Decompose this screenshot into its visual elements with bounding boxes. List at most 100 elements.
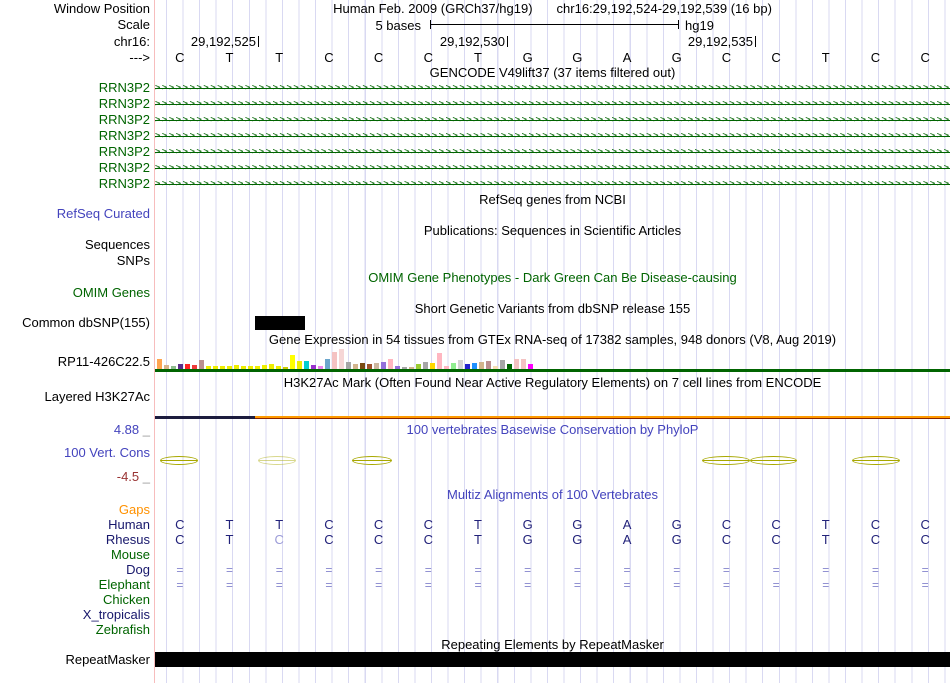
gtex-tissue-bar[interactable]	[360, 363, 365, 369]
gtex-tissue-bar[interactable]	[444, 366, 449, 369]
species-label-x_tropicalis[interactable]: X_tropicalis	[82, 607, 150, 622]
omim-genes-label[interactable]: OMIM Genes	[72, 285, 150, 300]
gtex-tissue-bar[interactable]	[269, 364, 274, 369]
gtex-tissue-bar[interactable]	[500, 360, 505, 369]
gene-exon-arrows[interactable]: >>>>>>>>>>>>>>>>>>>>>>>>>>>>>>>>>>>>>>>>…	[155, 178, 950, 191]
gtex-tissue-bar[interactable]	[423, 362, 428, 369]
h3k27ac-track-title: H3K27Ac Mark (Often Found Near Active Re…	[283, 375, 822, 390]
gtex-tissue-bar[interactable]	[185, 364, 190, 369]
gtex-tissue-bar[interactable]	[325, 359, 330, 369]
gtex-tissue-bar[interactable]	[311, 365, 316, 369]
gtex-tissue-bar[interactable]	[192, 365, 197, 369]
alignment-row-dog: = = = = = = = = = = = = = = = =	[155, 563, 950, 577]
gtex-tissue-bar[interactable]	[332, 352, 337, 369]
gtex-gene-label[interactable]: RP11-426C22.5	[57, 354, 150, 369]
refseq-curated-label[interactable]: RefSeq Curated	[56, 206, 150, 221]
gtex-tissue-bar[interactable]	[472, 363, 477, 369]
gtex-tissue-bar[interactable]	[528, 364, 533, 369]
gtex-tissue-bar[interactable]	[276, 366, 281, 369]
gtex-tissue-bar[interactable]	[283, 367, 288, 369]
gene-label[interactable]: RRN3P2	[98, 96, 150, 111]
gene-exon-arrows[interactable]: >>>>>>>>>>>>>>>>>>>>>>>>>>>>>>>>>>>>>>>>…	[155, 82, 950, 95]
gene-label[interactable]: RRN3P2	[98, 176, 150, 191]
gtex-tissue-bar[interactable]	[374, 363, 379, 369]
repeatmasker-label[interactable]: RepeatMasker	[65, 652, 150, 667]
gtex-tissue-bar[interactable]	[353, 364, 358, 369]
species-label-human[interactable]: Human	[108, 517, 150, 532]
species-label-rhesus[interactable]: Rhesus	[105, 532, 150, 547]
gtex-tissue-bar[interactable]	[381, 362, 386, 369]
gene-exon-arrows[interactable]: >>>>>>>>>>>>>>>>>>>>>>>>>>>>>>>>>>>>>>>>…	[155, 162, 950, 175]
gtex-tissue-bar[interactable]	[402, 367, 407, 369]
alignment-identity-mark: =	[772, 563, 780, 577]
gtex-tissue-bar[interactable]	[430, 363, 435, 369]
repeatmasker-element-bar[interactable]	[155, 652, 950, 667]
gtex-tissue-bar[interactable]	[304, 361, 309, 369]
gene-label[interactable]: RRN3P2	[98, 160, 150, 175]
species-label-chicken[interactable]: Chicken	[103, 592, 150, 607]
gtex-tissue-bar[interactable]	[255, 366, 260, 369]
gtex-tissue-bar[interactable]	[206, 366, 211, 369]
gene-exon-arrows[interactable]: >>>>>>>>>>>>>>>>>>>>>>>>>>>>>>>>>>>>>>>>…	[155, 114, 950, 127]
gtex-tissue-bar[interactable]	[451, 363, 456, 369]
gtex-tissue-bar[interactable]	[437, 353, 442, 369]
gtex-expression-bars[interactable]	[155, 345, 950, 369]
gtex-tissue-bar[interactable]	[493, 366, 498, 369]
species-label-mouse[interactable]: Mouse	[110, 547, 150, 562]
gene-exon-arrows[interactable]: >>>>>>>>>>>>>>>>>>>>>>>>>>>>>>>>>>>>>>>>…	[155, 130, 950, 143]
scale-ruler	[430, 20, 679, 29]
gtex-tissue-bar[interactable]	[178, 364, 183, 369]
coordinate-tick	[755, 36, 756, 47]
gene-label[interactable]: RRN3P2	[98, 80, 150, 95]
gtex-tissue-bar[interactable]	[248, 366, 253, 369]
gtex-tissue-bar[interactable]	[318, 366, 323, 369]
base-letter: T	[275, 50, 284, 65]
gtex-tissue-bar[interactable]	[367, 364, 372, 369]
gtex-tissue-bar[interactable]	[514, 359, 519, 369]
gtex-tissue-bar[interactable]	[262, 365, 267, 369]
gtex-tissue-bar[interactable]	[290, 355, 295, 369]
gtex-tissue-bar[interactable]	[234, 365, 239, 369]
gtex-tissue-bar[interactable]	[157, 359, 162, 369]
alignment-identity-mark: =	[176, 578, 184, 592]
gtex-tissue-bar[interactable]	[458, 360, 463, 369]
gtex-tissue-bar[interactable]	[213, 366, 218, 369]
layered-h3k27ac-label[interactable]: Layered H3K27Ac	[44, 389, 150, 404]
common-dbsnp-label[interactable]: Common dbSNP(155)	[22, 315, 150, 330]
gtex-tissue-bar[interactable]	[486, 361, 491, 369]
gene-label[interactable]: RRN3P2	[98, 128, 150, 143]
gtex-tissue-bar[interactable]	[395, 366, 400, 369]
gtex-tissue-bar[interactable]	[297, 361, 302, 369]
gtex-tissue-bar[interactable]	[507, 364, 512, 369]
gtex-tissue-bar[interactable]	[227, 366, 232, 369]
gtex-tissue-bar[interactable]	[479, 362, 484, 369]
species-label-elephant[interactable]: Elephant	[98, 577, 150, 592]
h3k27ac-signal-orange-segment[interactable]	[255, 416, 950, 419]
dbsnp-variant-box[interactable]	[255, 316, 305, 330]
species-label-gaps[interactable]: Gaps	[118, 502, 150, 517]
vert-cons-label[interactable]: 100 Vert. Cons	[64, 445, 150, 460]
gtex-tissue-bar[interactable]	[388, 359, 393, 369]
gtex-tissue-bar[interactable]	[171, 366, 176, 369]
gtex-tissue-bar[interactable]	[465, 364, 470, 369]
snps-label[interactable]: SNPs	[116, 253, 150, 268]
species-label-dog[interactable]: Dog	[126, 562, 150, 577]
gtex-tissue-bar[interactable]	[241, 366, 246, 369]
gene-label[interactable]: RRN3P2	[98, 112, 150, 127]
aligned-base-letter: C	[721, 517, 732, 532]
gtex-tissue-bar[interactable]	[346, 362, 351, 369]
h3k27ac-signal-dark-segment[interactable]	[155, 416, 255, 419]
species-label-zebrafish[interactable]: Zebrafish	[95, 622, 150, 637]
sequences-label[interactable]: Sequences	[84, 237, 150, 252]
gtex-tissue-bar[interactable]	[339, 349, 344, 369]
gene-exon-arrows[interactable]: >>>>>>>>>>>>>>>>>>>>>>>>>>>>>>>>>>>>>>>>…	[155, 146, 950, 159]
gtex-tissue-bar[interactable]	[220, 366, 225, 369]
gtex-tissue-bar[interactable]	[164, 365, 169, 369]
gtex-tissue-bar[interactable]	[521, 359, 526, 369]
alignment-identity-mark: =	[325, 578, 333, 592]
gene-label[interactable]: RRN3P2	[98, 144, 150, 159]
gtex-tissue-bar[interactable]	[409, 367, 414, 369]
gtex-tissue-bar[interactable]	[416, 364, 421, 369]
gene-exon-arrows[interactable]: >>>>>>>>>>>>>>>>>>>>>>>>>>>>>>>>>>>>>>>>…	[155, 98, 950, 111]
gtex-tissue-bar[interactable]	[199, 360, 204, 369]
